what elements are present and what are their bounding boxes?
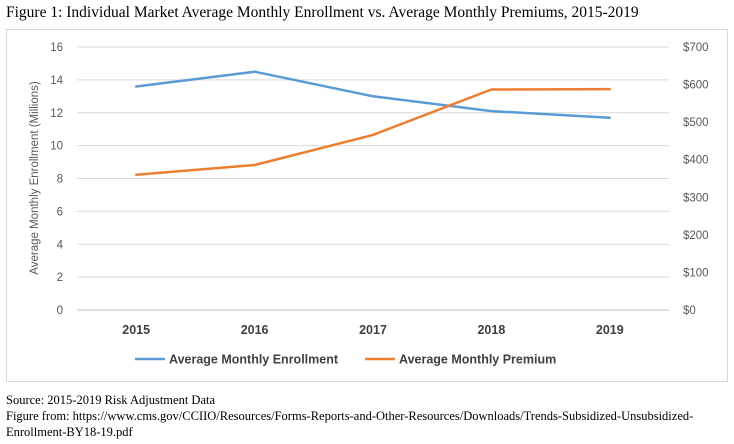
enrollment-line xyxy=(134,70,612,119)
legend: Average Monthly Enrollment Average Monthl… xyxy=(135,353,556,367)
source-note: Source: 2015-2019 Risk Adjustment Data xyxy=(6,393,216,407)
gridlines xyxy=(77,46,669,311)
y-tick-label: 14 xyxy=(50,75,63,87)
chart-svg: 0 2 4 6 8 10 12 14 16 $0 $100 $200 $300 $400 $500 $600… xyxy=(29,42,709,367)
y-tick-label: 16 xyxy=(50,42,63,54)
y2-tick-label: $400 xyxy=(683,155,709,167)
y-axis-label: Average Monthly Enrollment (Millions) xyxy=(29,81,41,275)
x-axis-ticks: 2015 2016 2017 2018 2019 xyxy=(122,323,623,337)
chart-frame: 0 2 4 6 8 10 12 14 16 $0 $100 $200 $300 $400 $500 $600… xyxy=(6,29,728,382)
left-axis-ticks: 0 2 4 6 8 10 12 14 16 xyxy=(50,42,63,317)
y2-tick-label: $700 xyxy=(683,42,709,54)
x-tick-label: 2018 xyxy=(477,323,505,337)
y-tick-label: 4 xyxy=(57,239,64,251)
y2-tick-label: $100 xyxy=(683,267,709,279)
legend-label: Average Monthly Enrollment xyxy=(169,353,339,367)
x-tick-label: 2015 xyxy=(122,323,150,337)
y2-tick-label: $200 xyxy=(683,230,709,242)
y-tick-label: 8 xyxy=(57,174,63,186)
y2-tick-label: $300 xyxy=(683,192,709,204)
x-tick-label: 2019 xyxy=(596,323,624,337)
x-tick-label: 2017 xyxy=(359,323,387,337)
y2-tick-label: $600 xyxy=(683,80,709,92)
right-axis-ticks: $0 $100 $200 $300 $400 $500 $600 $700 xyxy=(683,42,709,317)
y-tick-label: 6 xyxy=(57,206,63,218)
series-lines xyxy=(134,70,612,176)
y-tick-label: 2 xyxy=(57,272,63,284)
y-tick-label: 12 xyxy=(50,108,63,120)
y2-tick-label: $500 xyxy=(683,117,709,129)
y-tick-label: 10 xyxy=(50,141,63,153)
figure-from-note: Figure from: https://www.cms.gov/CCIIO/R… xyxy=(6,409,694,439)
y2-tick-label: $0 xyxy=(683,305,696,317)
y-tick-label: 0 xyxy=(57,305,63,317)
figure-title: Figure 1: Individual Market Average Mont… xyxy=(6,4,639,21)
premium-line xyxy=(134,87,612,176)
x-tick-label: 2016 xyxy=(241,323,269,337)
legend-label: Average Monthly Premium xyxy=(399,353,556,367)
